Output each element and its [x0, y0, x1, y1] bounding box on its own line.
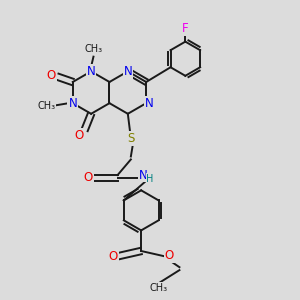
Text: O: O [109, 250, 118, 263]
Text: S: S [127, 132, 134, 145]
Text: H: H [146, 174, 154, 184]
Text: O: O [46, 69, 56, 82]
Text: O: O [164, 249, 174, 262]
Text: F: F [182, 22, 189, 35]
Text: O: O [83, 171, 93, 184]
Text: CH₃: CH₃ [37, 100, 55, 110]
Text: N: N [68, 97, 77, 110]
Text: N: N [145, 97, 154, 110]
Text: N: N [139, 169, 148, 182]
Text: O: O [75, 129, 84, 142]
Text: CH₃: CH₃ [150, 283, 168, 293]
Text: N: N [124, 65, 132, 78]
Text: CH₃: CH₃ [84, 44, 103, 54]
Text: N: N [87, 65, 95, 78]
